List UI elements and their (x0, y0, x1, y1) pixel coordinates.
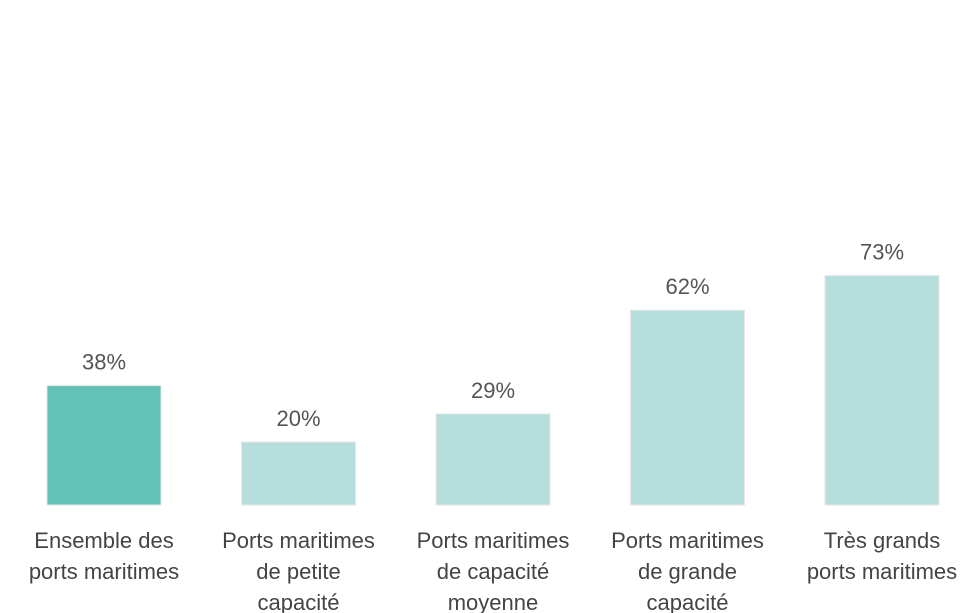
data-label-2: 20% (276, 406, 320, 431)
bar-2 (241, 441, 356, 506)
category-label-2: Ports maritimes de petite capacité (222, 528, 375, 613)
bar-3 (435, 413, 551, 506)
category-label-4: Ports maritimes de grande capacité (611, 528, 764, 613)
category-label-1: Ensemble des ports maritimes (29, 528, 179, 584)
data-label-5: 73% (860, 240, 904, 265)
value-labels-group: 38% 20% 29% 62% 73% (82, 240, 904, 432)
category-labels-group: Ensemble des ports maritimes Ports maritim… (29, 528, 957, 613)
data-label-4: 62% (665, 274, 709, 299)
bar-1 (46, 385, 162, 506)
data-label-1: 38% (82, 350, 126, 375)
bars-group (46, 275, 940, 506)
category-label-5: Très grands ports maritimes (807, 528, 957, 584)
bar-4 (630, 309, 745, 506)
bar-5 (824, 275, 940, 506)
data-label-3: 29% (471, 378, 515, 403)
category-label-3: Ports maritimes de capacité moyenne (417, 528, 570, 613)
